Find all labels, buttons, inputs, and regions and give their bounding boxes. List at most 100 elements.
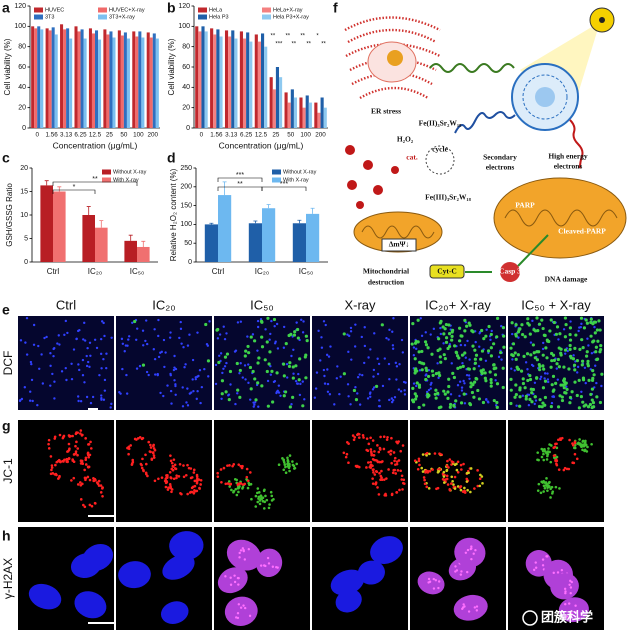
nucleus-dot [277, 384, 281, 387]
bar [138, 31, 142, 129]
mito-dot [295, 462, 299, 466]
nucleus-dot [486, 400, 490, 403]
mito-dot [241, 483, 245, 486]
x-tick-label: 1.56 [46, 132, 59, 139]
mito-dot [257, 491, 261, 494]
mito-dot [150, 457, 154, 461]
mito-dot [195, 479, 199, 482]
ros-dot [430, 352, 434, 356]
nucleus-dot [285, 362, 289, 366]
mito-dot [58, 433, 62, 437]
nucleus-dot [196, 331, 199, 334]
mito-dot [79, 432, 82, 435]
mito-dot [542, 484, 546, 488]
ros-dot [562, 377, 567, 381]
y-axis-title: Cell viability (%) [3, 38, 12, 95]
ros-dot [524, 394, 528, 399]
foci [271, 565, 275, 568]
ros-dot [559, 347, 563, 351]
mito-dot [541, 481, 545, 484]
nucleus-dot [173, 366, 176, 369]
mito-dot [89, 440, 92, 444]
watermark: 团簇科学 [541, 609, 593, 624]
mito-dot [219, 468, 223, 471]
nucleus-dot [276, 347, 280, 350]
y-tick-label: 15 [20, 188, 28, 195]
ros-dot [580, 363, 584, 367]
nucleus-dot [556, 378, 559, 381]
bar [239, 31, 243, 129]
nucleus-dot [388, 328, 391, 332]
ros-dot [587, 378, 591, 382]
nucleus-dot [378, 399, 381, 402]
row-label: DCF [1, 351, 15, 376]
mito-dot [184, 473, 188, 477]
nucleus-dot [160, 350, 163, 354]
mito-dot [373, 473, 377, 476]
nucleus-dot [49, 364, 52, 368]
ros-dot [260, 335, 264, 339]
bar [323, 107, 327, 128]
column-label: IC₂₀ [152, 297, 175, 312]
ros-dot [514, 392, 518, 397]
mito-dot [469, 467, 473, 470]
nucleus [330, 569, 365, 596]
mito-dot [291, 460, 294, 463]
mito-dot [377, 450, 381, 454]
bar [204, 224, 218, 262]
nucleus-dot [268, 338, 271, 341]
nucleus-dot [292, 372, 295, 375]
nucleus-dot [320, 346, 324, 349]
ros-dot [434, 396, 438, 400]
ros-dot [301, 404, 305, 408]
mito-dot [51, 472, 55, 475]
mito-dot [74, 452, 78, 455]
nucleus-dot [376, 357, 379, 360]
nucleus-dot [363, 344, 367, 348]
y-tick-label: 100 [180, 221, 192, 228]
nucleus-dot [157, 318, 160, 322]
ros-dot [272, 317, 277, 322]
nucleus-dot [28, 399, 32, 402]
ros-dot [473, 357, 477, 361]
mito-dot [399, 469, 402, 473]
mito-dot [259, 494, 263, 498]
ros-dot [492, 363, 496, 367]
ros-dot [424, 377, 428, 382]
nucleus-dot [511, 358, 514, 361]
ros-dot [565, 387, 569, 392]
mito-dot [381, 460, 384, 463]
ros-dot [444, 336, 449, 340]
ros-dot [563, 335, 567, 339]
ros-dot [572, 363, 577, 367]
ros-dot [530, 391, 534, 395]
ros-dot [489, 346, 493, 350]
mito-dot [164, 477, 167, 481]
ros-dot [477, 397, 482, 401]
nanocluster-core [535, 87, 555, 107]
mito-dot [394, 472, 398, 475]
foci [242, 604, 245, 607]
error-bar [57, 186, 62, 192]
nucleus-dot [326, 382, 330, 386]
nucleus-dot [485, 328, 488, 331]
nucleus-dot [153, 328, 156, 331]
ros-dot [458, 365, 463, 369]
bar [69, 38, 73, 128]
mito-dot [80, 459, 84, 463]
nucleus-dot [170, 402, 173, 405]
mito-dot [101, 494, 104, 498]
x-tick-label: 0 [35, 132, 39, 139]
image-bg [116, 316, 212, 410]
nucleus-dot [297, 372, 300, 376]
y-tick-label: 0 [24, 259, 28, 266]
ros-dot [515, 365, 519, 369]
mito-dot [87, 442, 91, 446]
ros-dot [483, 376, 487, 380]
mito-dot [79, 429, 83, 432]
bar [228, 36, 232, 128]
mito-dot [165, 474, 168, 477]
nucleus-dot [188, 392, 192, 395]
mito-dot [240, 466, 244, 470]
panel-label: e [2, 302, 10, 318]
